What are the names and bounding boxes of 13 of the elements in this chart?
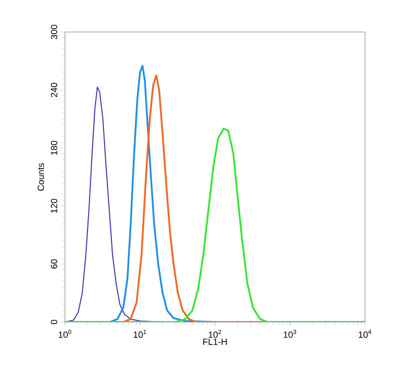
y-tick-label: 120 [50, 198, 58, 213]
x-tick-label: 10$^{4}$ [358, 330, 372, 338]
y-axis-title: Counts [38, 163, 44, 191]
y-tick-label: 60 [50, 259, 58, 269]
x-tick-label: 10$^{3}$ [284, 330, 296, 338]
y-tick-label: 240 [50, 82, 58, 98]
x-axis-title: FL1-H [203, 338, 227, 345]
y-tick-label: 0 [50, 320, 58, 324]
y-tick-label: 180 [50, 140, 58, 155]
x-tick-label: 10$^{1}$ [134, 330, 146, 338]
y-tick-label: 300 [50, 24, 58, 40]
x-tick-label: 10$^{2}$ [208, 330, 222, 338]
x-tick-label: 10$^{0}$ [58, 330, 72, 338]
